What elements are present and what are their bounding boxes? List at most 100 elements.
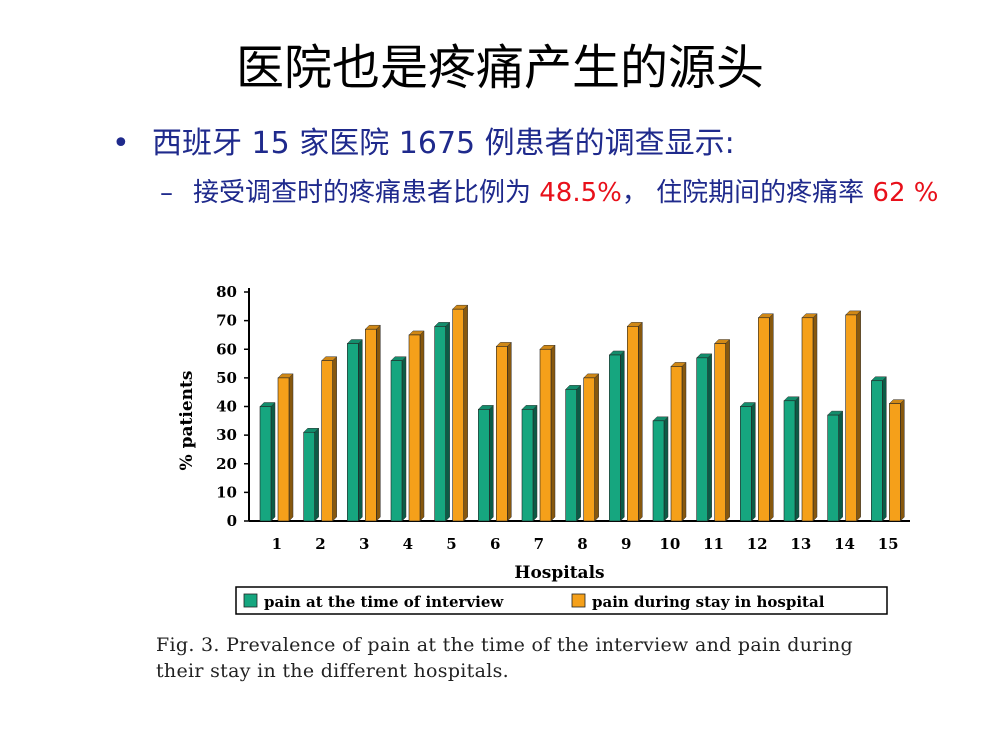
y-tick-label: 50 [216,369,237,387]
bar-stay-hospital-5 [452,308,464,522]
x-tick-label: 9 [621,535,631,553]
slide-title: 医院也是疼痛产生的源头 [235,40,764,96]
bar-interview-hospital-7 [521,409,534,522]
bar-side [550,344,556,522]
bar-side [332,356,337,522]
bar-side [358,338,363,522]
bar-interview-hospital-5 [434,326,446,522]
bar-side [882,376,887,522]
bar-stay-hospital-14 [845,314,857,522]
bar-side [419,330,425,522]
legend-label: pain at the time of interview [264,593,504,611]
x-tick-label: 13 [790,535,811,553]
x-tick-label: 7 [534,535,544,553]
y-tick-label: 30 [216,426,237,444]
x-tick-label: 14 [834,535,855,553]
caption-line-2: their stay in the different hospitals. [156,660,509,682]
bar-side [620,350,625,522]
bullet-survey: • 西班牙 15 家医院 1675 例患者的调查显示: [112,118,735,162]
legend-box [235,586,888,615]
x-tick-label: 2 [315,535,325,553]
x-tick-label: 6 [490,535,500,553]
legend-swatch [571,593,586,608]
x-tick-label: 3 [359,535,369,553]
x-tick-label: 15 [878,535,899,553]
bar-side [769,313,774,522]
bar-side [856,310,861,522]
sub-bullet-rates: – 接受调查时的疼痛患者比例为 48.5%， 住院期间的疼痛率 62 % [160,174,940,212]
x-tick-label: 8 [577,535,587,553]
sub-bullet-part2: ， 住院期间的疼痛率 [621,178,873,208]
y-axis-label: % patients [177,371,197,471]
bar-interview-hospital-8 [565,389,577,522]
y-tick-label: 0 [227,512,237,530]
sub-bullet-marker: – [160,178,173,208]
bar-side [270,401,276,522]
bar-side [638,321,643,522]
bar-interview-hospital-15 [871,380,883,522]
bar-interview-hospital-3 [347,343,359,522]
bar-stay-hospital-11 [714,343,726,522]
x-tick-label: 10 [659,535,680,553]
bar-stay-hospital-7 [539,348,552,522]
bar-stay-hospital-13 [801,317,814,522]
bar-side [794,396,800,522]
caption-line-1: Fig. 3. Prevalence of pain at the time o… [156,634,854,656]
bar-side [681,361,687,522]
bullet-marker: • [112,126,130,161]
y-axis-label-group: % patients [177,371,197,471]
bar-side [463,304,468,522]
bullet-survey-text: 西班牙 15 家医院 1675 例患者的调查显示: [152,126,735,161]
bar-side [532,404,538,522]
y-tick-label: 80 [216,283,237,301]
bar-stay-hospital-2 [321,360,333,522]
bar-side [900,399,905,522]
x-tick-label: 11 [703,535,724,553]
sub-bullet-part1: 接受调查时的疼痛患者比例为 [193,178,540,208]
bar-interview-hospital-6 [478,409,490,522]
bar-interview-hospital-14 [827,414,839,522]
bar-stay-hospital-1 [277,377,290,522]
bar-interview-hospital-13 [783,400,796,522]
x-tick-label: 12 [747,535,768,553]
bar-stay-hospital-3 [365,328,377,522]
sub-bullet-text: 接受调查时的疼痛患者比例为 48.5%， 住院期间的疼痛率 62 % [160,174,940,212]
bar-interview-hospital-10 [652,420,665,522]
bar-side [288,373,294,522]
bar-interview-hospital-12 [740,406,752,522]
axes [244,288,910,522]
bar-side [576,384,581,522]
bar-stay-hospital-15 [889,403,901,522]
bar-side [725,338,730,522]
x-axis-label: Hospitals [514,563,604,583]
bar-side [663,416,669,522]
bar-interview-hospital-2 [303,431,315,522]
bar-side [707,353,712,522]
legend-label: pain during stay in hospital [592,593,825,611]
interview-pain-rate: 48.5% [539,178,622,208]
bar-side [838,410,843,522]
bar-side [751,401,756,522]
bar-interview-hospital-9 [609,354,621,522]
y-tick-label: 20 [216,455,237,473]
bar-side [594,373,599,522]
stay-pain-rate: 62 % [872,178,939,208]
bars [259,304,905,522]
figure-caption: Fig. 3. Prevalence of pain at the time o… [156,632,936,684]
legend: pain at the time of interview pain during… [235,586,888,615]
x-tick-label: 5 [446,535,456,553]
bar-side [445,321,450,522]
bar-stay-hospital-9 [627,326,639,522]
x-tick-label: 1 [272,535,282,553]
bar-stay-hospital-4 [408,334,421,522]
y-tick-label: 40 [216,398,237,416]
bar-stay-hospital-12 [758,317,770,522]
bar-interview-hospital-1 [259,406,272,522]
bar-interview-hospital-11 [696,357,708,522]
y-tick-label: 60 [216,340,237,358]
bar-interview-hospital-4 [390,360,403,522]
legend-swatch [243,593,258,608]
x-tick-label: 4 [403,535,413,553]
